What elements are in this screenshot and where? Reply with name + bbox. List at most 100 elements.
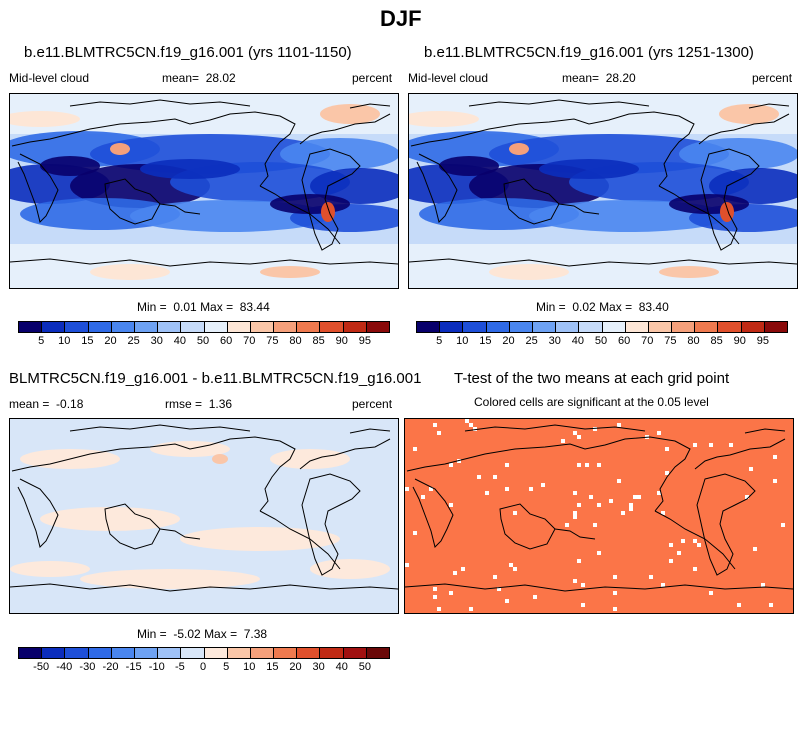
colorbar-tick-label: 30 [548,335,561,347]
colorbar-tick-label: 15 [266,661,279,673]
nonsignificant-cell [453,571,457,575]
colorbar-swatch [741,322,765,332]
nonsignificant-cell [421,495,425,499]
colorbar-swatch [111,322,135,332]
colorbar-swatch [343,322,367,332]
coastline [416,153,458,223]
colorbar-swatch [158,322,182,332]
nonsignificant-cell [577,503,581,507]
nonsignificant-cell [737,603,741,607]
nonsignificant-cell [657,431,661,435]
coastline [694,438,786,470]
colorbar-tick-label: 10 [58,335,71,347]
colorbar-tick-label: 5 [38,335,45,347]
nonsignificant-cell [581,583,585,587]
field-contour [320,104,380,124]
colorbar-swatch [297,322,321,332]
colorbar-swatch [19,322,43,332]
coastline [748,103,790,109]
colorbar-tick-label: 20 [289,661,302,673]
colorbar-swatch [695,322,719,332]
coastline [654,510,736,570]
field-contour [709,168,797,204]
nonsignificant-cell [629,503,633,507]
colorbar-swatch [227,648,251,658]
cloud-field-map-top-right [409,94,797,288]
coastline [301,473,361,576]
map-bottom-right [404,418,794,614]
panel-title-bottom-right: T-test of the two means at each grid poi… [454,370,730,387]
field-contour [140,159,240,179]
colorbar-swatch [134,648,159,658]
nonsignificant-cell [589,495,593,499]
colorbar-tick-label: 5 [223,661,230,673]
nonsignificant-cell [697,543,701,547]
coastline [554,528,596,540]
coastline [696,473,756,576]
nonsignificant-cell [749,467,753,471]
nonsignificant-cell [693,567,697,571]
colorbar-tick-label: 15 [81,335,94,347]
field-contour [40,156,100,176]
colorbar-tick-label: 50 [594,335,608,347]
field-contour [10,561,90,577]
coastline [10,583,398,592]
field-contour [669,194,749,214]
colorbar-swatch [42,648,66,658]
nonsignificant-cell [617,479,621,483]
nonsignificant-cell [573,579,577,583]
nonsignificant-cell [573,511,577,515]
mean-label-bottom-left: mean = -0.18 [9,397,84,411]
nonsignificant-cell [665,471,669,475]
colorbar-labels-top-left: 5 10 15 20 25 30 40 50 60 70 75 80 85 90 95 [18,335,400,347]
nonsignificant-cell [613,607,617,611]
colorbar-tick-label: 50 [358,661,371,673]
coastline [259,185,341,245]
nonsignificant-cell [469,607,473,611]
colorbar-top-right [416,321,788,333]
nonsignificant-cell [505,487,509,491]
nonsignificant-cell [769,603,773,607]
field-contour [260,266,320,278]
nonsignificant-cell [665,447,669,451]
nonsignificant-cell [541,483,545,487]
nonsignificant-cell [437,431,441,435]
colorbar-swatch [602,322,626,332]
nonsignificant-cell [529,487,533,491]
units-label-bottom-left: percent [352,397,393,411]
mean-label-top-right: mean= 28.20 [562,71,636,85]
nonsignificant-cell [593,427,597,431]
coastline [412,478,454,548]
ttest-map [405,419,793,613]
colorbar-tick-label: 25 [127,335,140,347]
field-contour [509,143,529,155]
colorbar-tick-label: -50 [33,661,50,673]
nonsignificant-cell [433,595,437,599]
coastline [410,111,695,187]
nonsignificant-cell [629,507,633,511]
field-contour [270,449,350,469]
nonsignificant-cell [613,591,617,595]
colorbar-swatch [88,648,112,658]
coastline [17,478,59,548]
nonsignificant-cell [561,439,565,443]
map-top-right [408,93,798,289]
colorbar-bottom-left [18,647,390,659]
colorbar-swatch [181,322,205,332]
colorbar-tick-label: 20 [104,335,117,347]
coastline [558,203,600,215]
nonsignificant-cell [433,587,437,591]
nonsignificant-cell [585,463,589,467]
units-label-top-left: percent [352,71,393,85]
minmax-bottom-left: Min = -5.02 Max = 7.38 [137,627,268,641]
nonsignificant-cell [485,491,489,495]
colorbar-swatch [625,322,649,332]
colorbar-swatch [366,648,389,658]
nonsignificant-cell [693,539,697,543]
nonsignificant-cell [581,603,585,607]
nonsignificant-cell [637,495,641,499]
nonsignificant-cell [745,495,749,499]
nonsignificant-cell [577,463,581,467]
colorbar-tick-label: 10 [456,335,469,347]
coastline [658,185,740,245]
